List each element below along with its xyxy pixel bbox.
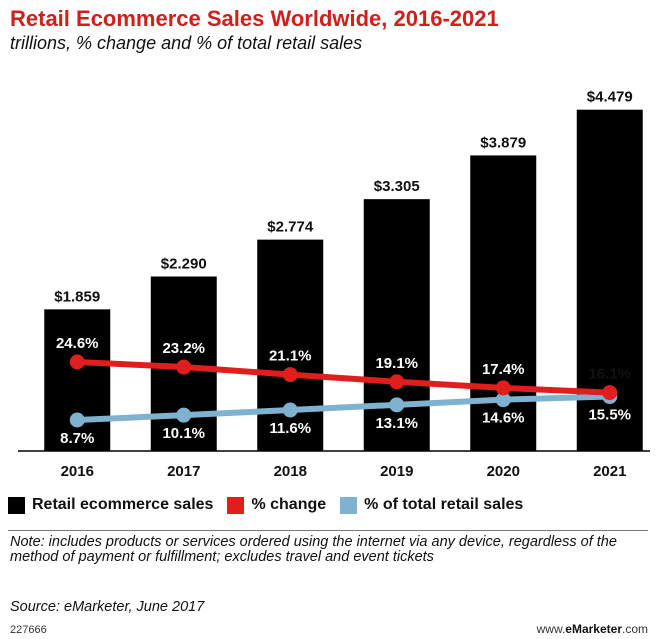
line-pct-total xyxy=(77,393,610,423)
pct-change-label-2021: 16.1% xyxy=(588,366,631,383)
chart-title: Retail Ecommerce Sales Worldwide, 2016-2… xyxy=(10,6,499,31)
chart-note: Note: includes products or services orde… xyxy=(10,534,617,565)
bar-value-label-2019: $3.305 xyxy=(374,178,420,195)
pct-change-label-2017: 23.2% xyxy=(162,340,205,357)
pct-change-label-2016: 24.6% xyxy=(56,335,99,352)
x-tick-label-2018: 2018 xyxy=(274,463,307,480)
point-pct-total-2019 xyxy=(389,397,405,413)
chart-area: $1.859 $2.290 $2.774 $3.305 $3.879 $4.479 2016… xyxy=(18,89,650,480)
legend-label-pct-change: % change xyxy=(251,496,327,513)
note-divider xyxy=(8,530,648,531)
pct-total-label-2020: 14.6% xyxy=(482,410,525,427)
bar-value-label-2018: $2.774 xyxy=(267,219,314,236)
bar-value-label-2016: $1.859 xyxy=(54,288,100,305)
pct-total-label-2018: 11.6% xyxy=(269,420,311,437)
point-pct-total-2020 xyxy=(495,392,511,408)
x-tick-label-2020: 2020 xyxy=(487,463,520,480)
pct-change-label-2020: 17.4% xyxy=(482,361,525,378)
line-pct-change xyxy=(77,359,610,396)
legend-swatch-sales xyxy=(8,496,25,514)
legend-label-pct-total: % of total retail sales xyxy=(364,496,524,513)
point-pct-change-2019 xyxy=(389,374,405,390)
chart-id: 227666 xyxy=(10,624,47,636)
chart-subtitle: trillions, % change and % of total retai… xyxy=(10,33,363,53)
legend-label-sales: Retail ecommerce sales xyxy=(32,496,214,513)
bar-value-label-2021: $4.479 xyxy=(587,89,633,106)
legend-swatch-pct-change xyxy=(227,496,245,514)
x-tick-label-2016: 2016 xyxy=(61,463,94,480)
pct-total-label-2016: 8.7% xyxy=(60,430,94,447)
x-tick-label-2017: 2017 xyxy=(167,463,200,480)
point-pct-change-2017 xyxy=(176,359,192,375)
x-tick-label-2021: 2021 xyxy=(593,463,626,480)
point-pct-change-2020 xyxy=(495,380,511,396)
brand-name: eMarketer xyxy=(565,622,622,636)
legend-swatch-pct-total xyxy=(340,496,358,514)
point-pct-change-2021 xyxy=(602,385,618,401)
legend-item-sales: Retail ecommerce sales xyxy=(8,496,213,514)
bar-value-label-2017: $2.290 xyxy=(161,256,207,273)
pct-total-label-2017: 10.1% xyxy=(162,425,205,442)
bar-value-label-2020: $3.879 xyxy=(480,134,526,151)
point-pct-total-2016 xyxy=(69,412,85,428)
pct-change-label-2018: 21.1% xyxy=(269,348,312,365)
brand-suffix: .com xyxy=(621,622,648,636)
brand-link[interactable]: www.eMarketer.com xyxy=(537,622,648,636)
legend-item-pct-change: % change xyxy=(227,496,326,514)
bar-2019 xyxy=(363,199,430,451)
point-pct-change-2016 xyxy=(69,354,85,370)
legend: Retail ecommerce sales % change % of tot… xyxy=(8,496,653,514)
pct-total-label-2019: 13.1% xyxy=(375,415,418,432)
legend-item-pct-total: % of total retail sales xyxy=(340,496,523,514)
brand-prefix: www. xyxy=(536,622,566,636)
chart-source: Source: eMarketer, June 2017 xyxy=(10,599,205,615)
point-pct-total-2017 xyxy=(176,407,192,423)
point-pct-change-2018 xyxy=(282,367,298,383)
pct-total-label-2021: 15.5% xyxy=(588,407,631,424)
x-tick-label-2019: 2019 xyxy=(380,463,413,480)
pct-change-label-2019: 19.1% xyxy=(375,355,418,372)
point-pct-total-2018 xyxy=(282,402,298,418)
